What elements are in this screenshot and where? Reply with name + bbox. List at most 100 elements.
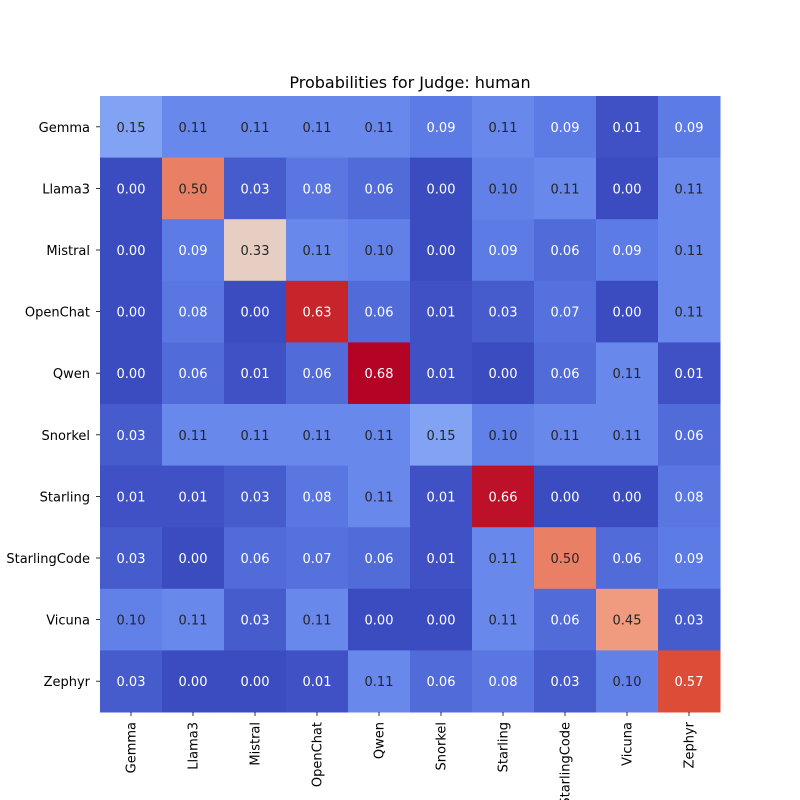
cell-value-label: 0.45 xyxy=(613,614,642,629)
heatmap-cell xyxy=(534,96,597,159)
cell-value-label: 0.00 xyxy=(117,244,146,259)
heatmap-cell xyxy=(596,588,659,651)
cell-value-label: 0.01 xyxy=(675,367,704,382)
cell-value-label: 0.11 xyxy=(551,429,580,444)
y-tick-label: Llama3 xyxy=(42,182,90,197)
cell-value-label: 0.06 xyxy=(365,182,394,197)
cell-value-label: 0.11 xyxy=(179,429,208,444)
cell-value-label: 0.00 xyxy=(365,614,394,629)
cell-value-label: 0.50 xyxy=(179,182,208,197)
heatmap-cell xyxy=(410,404,473,467)
heatmap-cell xyxy=(410,157,473,220)
cell-value-label: 0.11 xyxy=(613,429,642,444)
heatmap-cell xyxy=(472,588,535,651)
heatmap-cell xyxy=(162,527,225,590)
cell-value-label: 0.07 xyxy=(303,552,332,567)
cell-value-label: 0.11 xyxy=(303,429,332,444)
heatmap-cell xyxy=(410,280,473,343)
cell-value-label: 0.10 xyxy=(117,614,146,629)
heatmap-cell xyxy=(472,650,535,713)
heatmap-cell xyxy=(224,588,287,651)
heatmap-cell xyxy=(162,280,225,343)
cell-value-label: 0.09 xyxy=(613,244,642,259)
cell-value-label: 0.01 xyxy=(427,367,456,382)
x-tick-label: Snorkel xyxy=(435,722,450,770)
cell-value-label: 0.11 xyxy=(303,244,332,259)
cell-value-label: 0.11 xyxy=(489,121,518,136)
heatmap-cell xyxy=(472,404,535,467)
heatmap-cell xyxy=(348,96,411,159)
cell-value-label: 0.03 xyxy=(551,675,580,690)
cell-value-label: 0.10 xyxy=(489,182,518,197)
cell-value-label: 0.10 xyxy=(613,675,642,690)
y-tick-label: Gemma xyxy=(39,121,90,136)
heatmap-cell xyxy=(224,96,287,159)
heatmap-cell xyxy=(410,465,473,528)
y-tick-label: StarlingCode xyxy=(6,552,90,567)
cell-value-label: 0.03 xyxy=(117,675,146,690)
heatmap-cell xyxy=(224,527,287,590)
heatmap-cell xyxy=(596,219,659,282)
heatmap-cell xyxy=(658,96,721,159)
cell-value-label: 0.03 xyxy=(117,429,146,444)
cell-value-label: 0.01 xyxy=(241,367,270,382)
cell-value-label: 0.10 xyxy=(489,429,518,444)
cell-value-label: 0.11 xyxy=(675,182,704,197)
cell-value-label: 0.11 xyxy=(241,429,270,444)
cell-value-label: 0.08 xyxy=(675,490,704,505)
heatmap-cell xyxy=(596,342,659,405)
x-axis-ticks: Gemma Llama3 Mistral OpenChat Qwen Snorkel Sta… xyxy=(125,712,698,800)
cell-value-label: 0.03 xyxy=(675,614,704,629)
cell-value-label: 0.10 xyxy=(365,244,394,259)
cell-value-label: 0.06 xyxy=(303,367,332,382)
heatmap-cell xyxy=(534,588,597,651)
cell-value-label: 0.00 xyxy=(179,552,208,567)
cell-value-label: 0.11 xyxy=(303,121,332,136)
x-tick-label: StarlingCode xyxy=(559,722,574,800)
heatmap-cell xyxy=(596,465,659,528)
x-tick-label: Llama3 xyxy=(187,722,202,770)
cell-value-label: 0.09 xyxy=(551,121,580,136)
cell-value-label: 0.03 xyxy=(489,306,518,321)
cell-value-label: 0.08 xyxy=(489,675,518,690)
heatmap-cell xyxy=(534,527,597,590)
heatmap-cell xyxy=(348,157,411,220)
heatmap-cell xyxy=(658,342,721,405)
heatmap-cell xyxy=(472,465,535,528)
heatmap-cell xyxy=(162,96,225,159)
heatmap-cell xyxy=(472,219,535,282)
heatmap-cell xyxy=(100,650,163,713)
cell-value-label: 0.09 xyxy=(675,552,704,567)
heatmap-cell xyxy=(286,342,349,405)
heatmap-cell xyxy=(348,280,411,343)
heatmap-cell xyxy=(286,404,349,467)
heatmap-cell xyxy=(472,527,535,590)
heatmap-cell xyxy=(100,96,163,159)
y-axis-ticks: Gemma Llama3 Mistral OpenChat Qwen Snorkel Sta… xyxy=(6,121,100,690)
heatmap-cell xyxy=(348,650,411,713)
cell-value-label: 0.01 xyxy=(427,490,456,505)
heatmap-cell xyxy=(162,650,225,713)
cell-value-label: 0.09 xyxy=(427,121,456,136)
heatmap-cell xyxy=(410,342,473,405)
heatmap-cell xyxy=(534,157,597,220)
cell-value-label: 0.63 xyxy=(303,306,332,321)
cell-value-label: 0.00 xyxy=(427,614,456,629)
heatmap-cell xyxy=(286,650,349,713)
heatmap-cell xyxy=(162,157,225,220)
cell-value-label: 0.03 xyxy=(241,182,270,197)
cell-value-label: 0.00 xyxy=(613,306,642,321)
cell-value-label: 0.08 xyxy=(179,306,208,321)
cell-value-label: 0.01 xyxy=(303,675,332,690)
heatmap-cell xyxy=(224,342,287,405)
cell-value-label: 0.00 xyxy=(117,182,146,197)
heatmap-cell xyxy=(534,219,597,282)
cell-value-label: 0.06 xyxy=(427,675,456,690)
cell-value-label: 0.01 xyxy=(427,306,456,321)
x-tick-label: Starling xyxy=(497,722,512,772)
cell-value-label: 0.00 xyxy=(241,306,270,321)
cell-value-label: 0.11 xyxy=(675,306,704,321)
cell-value-label: 0.11 xyxy=(179,614,208,629)
x-tick-label: Zephyr xyxy=(683,721,698,768)
